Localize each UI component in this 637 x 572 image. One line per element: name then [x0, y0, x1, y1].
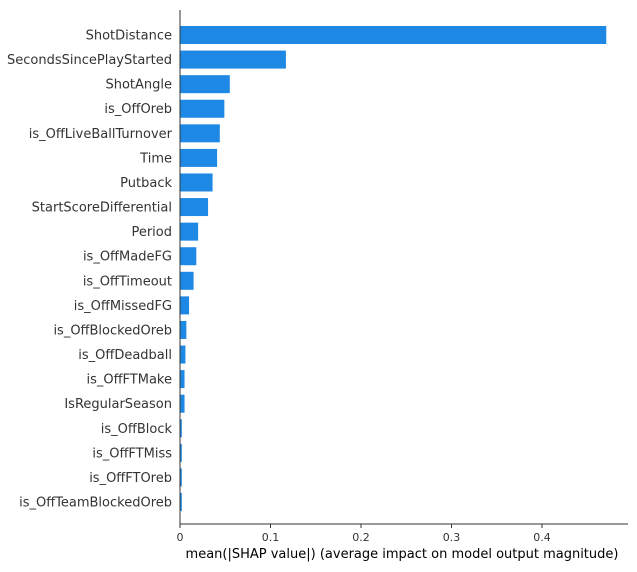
- bar-is_OffMadeFG: [180, 247, 197, 266]
- bar-is_OffTeamBlockedOreb: [180, 493, 182, 512]
- x-tick-label: 0.4: [533, 531, 551, 544]
- x-tick-label: 0.3: [443, 531, 461, 544]
- bar-Time: [180, 148, 218, 167]
- x-ticks-layer: 0 0.1 0.2 0.3 0.4: [177, 524, 551, 544]
- bar-is_OffFTMiss: [180, 443, 182, 462]
- feature-label: Time: [139, 151, 172, 166]
- feature-label: is_OffTimeout: [83, 274, 172, 289]
- feature-label: is_OffBlockedOreb: [53, 323, 172, 338]
- feature-label: SecondsSincePlayStarted: [7, 53, 172, 68]
- feature-label: is_OffMadeFG: [83, 250, 172, 265]
- feature-label: Putback: [120, 176, 172, 191]
- feature-label: is_OffFTMake: [86, 373, 172, 388]
- feature-label: is_OffOreb: [104, 102, 172, 117]
- feature-label: Period: [131, 225, 172, 240]
- bar-ShotDistance: [180, 26, 607, 44]
- bar-is_OffDeadball: [180, 345, 186, 364]
- bar-SecondsSincePlayStarted: [180, 50, 286, 69]
- feature-label: is_OffFTOreb: [89, 471, 172, 486]
- bar-is_OffMissedFG: [180, 296, 190, 315]
- feature-label: IsRegularSeason: [64, 397, 172, 412]
- feature-label: ShotAngle: [105, 78, 172, 93]
- feature-label: is_OffTeamBlockedOreb: [19, 496, 172, 511]
- feature-label: is_OffDeadball: [78, 348, 172, 363]
- bar-ShotAngle: [180, 75, 230, 94]
- bar-IsRegularSeason: [180, 394, 185, 413]
- bar-is_OffFTOreb: [180, 468, 182, 487]
- feature-label: is_OffFTMiss: [92, 446, 172, 461]
- feature-labels-layer: ShotDistance SecondsSincePlayStarted ShotA…: [7, 29, 173, 511]
- bar-is_OffBlockedOreb: [180, 320, 187, 339]
- bar-is_OffLiveBallTurnover: [180, 124, 220, 143]
- feature-label: ShotDistance: [86, 29, 172, 44]
- feature-label: is_OffMissedFG: [74, 299, 172, 314]
- feature-label: is_OffBlock: [101, 422, 173, 437]
- feature-label: StartScoreDifferential: [32, 201, 172, 216]
- x-tick-label: 0.2: [352, 531, 370, 544]
- x-tick-label: 0: [177, 531, 184, 544]
- bar-Putback: [180, 173, 213, 192]
- bar-Period: [180, 222, 199, 241]
- bars-layer: [180, 26, 607, 512]
- x-tick-label: 0.1: [262, 531, 280, 544]
- bar-is_OffBlock: [180, 419, 182, 438]
- bar-is_OffTimeout: [180, 271, 194, 290]
- x-axis-title: mean(|SHAP value|) (average impact on mo…: [186, 547, 619, 562]
- bar-is_OffFTMake: [180, 370, 185, 389]
- bar-is_OffOreb: [180, 99, 225, 118]
- bar-StartScoreDifferential: [180, 198, 209, 217]
- feature-label: is_OffLiveBallTurnover: [29, 127, 173, 142]
